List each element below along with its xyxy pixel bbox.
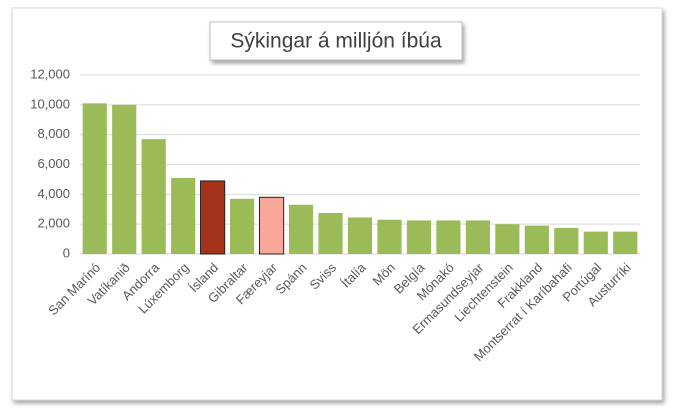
bar — [406, 220, 432, 254]
bar — [613, 231, 638, 254]
bar — [465, 220, 490, 254]
y-tick-label: 12,000 — [30, 66, 70, 81]
bar — [524, 225, 549, 254]
y-tick-label: 6,000 — [37, 156, 70, 171]
bar — [436, 220, 461, 254]
bar — [82, 103, 107, 254]
title-box — [209, 21, 463, 61]
chart-title: Sýkingar á milljón íbúa — [230, 30, 442, 53]
y-tick-label: 2,000 — [37, 216, 70, 231]
chart-frame — [11, 7, 663, 401]
bar — [200, 180, 226, 255]
y-tick-label: 0 — [63, 245, 70, 260]
bar — [377, 219, 402, 254]
y-tick-label: 4,000 — [37, 186, 70, 201]
bar — [288, 204, 314, 254]
bar — [347, 217, 373, 254]
y-tick-label: 10,000 — [30, 96, 70, 111]
bar — [112, 104, 137, 254]
bar — [171, 177, 196, 254]
bar — [554, 227, 579, 254]
bar — [258, 196, 285, 255]
bar — [583, 231, 608, 254]
y-tick-label: 8,000 — [37, 126, 70, 141]
bar — [141, 139, 166, 254]
bar — [318, 212, 343, 254]
bar — [495, 224, 520, 254]
bar — [230, 198, 255, 254]
